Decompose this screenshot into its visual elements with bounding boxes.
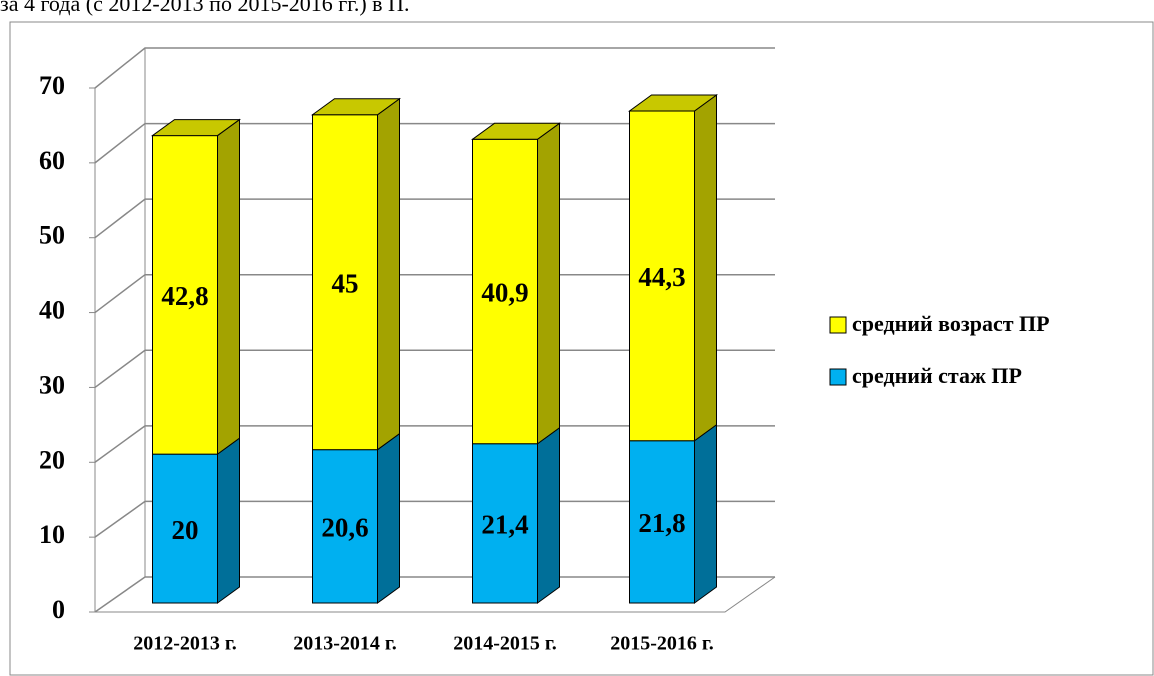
bar-top xyxy=(310,98,402,116)
bar-side xyxy=(537,122,560,445)
value-label: 20 xyxy=(172,515,199,545)
bar-side xyxy=(217,437,240,604)
x-tick-label: 2012-2013 г. xyxy=(133,633,237,655)
grid-line xyxy=(94,349,775,389)
grid-line xyxy=(94,425,775,463)
y-tick-label: 40 xyxy=(39,296,65,325)
grid-line xyxy=(94,576,775,613)
grid-line xyxy=(94,47,775,89)
bar-side xyxy=(377,432,400,604)
floor xyxy=(95,576,776,613)
value-label: 21,4 xyxy=(481,510,528,540)
grid-line xyxy=(94,273,775,314)
bar-side xyxy=(217,118,240,456)
y-tick-label: 60 xyxy=(39,146,65,175)
value-label: 40,9 xyxy=(481,278,528,308)
caption: за 4 года (с 2012-2013 по 2015-2016 гг.)… xyxy=(0,0,409,16)
bar xyxy=(629,110,695,442)
value-label: 20,6 xyxy=(321,513,368,543)
bar xyxy=(312,449,378,604)
x-tick-label: 2013-2014 г. xyxy=(293,633,397,655)
y-tick-label: 20 xyxy=(39,445,65,474)
bar-side xyxy=(537,426,560,604)
y-tick-label: 0 xyxy=(52,595,65,624)
y-tick-label: 30 xyxy=(39,370,65,399)
bar-top xyxy=(627,94,719,112)
bar-side xyxy=(377,97,400,451)
bar xyxy=(152,453,218,604)
grid-line xyxy=(94,500,775,538)
legend-swatch xyxy=(829,368,847,386)
x-tick-label: 2015-2016 г. xyxy=(610,633,714,655)
y-tick-label: 70 xyxy=(39,71,65,100)
x-tick-label: 2014-2015 г. xyxy=(453,633,557,655)
grid-line xyxy=(94,122,775,164)
value-label: 44,3 xyxy=(638,262,685,292)
bar xyxy=(629,440,695,604)
value-label: 45 xyxy=(332,268,359,298)
legend-swatch xyxy=(829,316,847,334)
bar xyxy=(472,138,538,445)
value-label: 42,8 xyxy=(161,281,208,311)
bar xyxy=(152,135,218,455)
bar-top xyxy=(470,122,562,140)
legend-label: средний стаж ПР xyxy=(852,363,1022,388)
bar xyxy=(472,443,538,604)
bar-side xyxy=(694,423,717,604)
bar-side xyxy=(694,94,717,442)
value-label: 21,8 xyxy=(638,508,685,538)
y-tick-label: 10 xyxy=(39,520,65,549)
bar-top xyxy=(150,119,242,137)
y-tick-label: 50 xyxy=(39,221,65,250)
legend-label: средний возраст ПР xyxy=(852,311,1050,336)
grid-line xyxy=(94,198,775,239)
chart-frame xyxy=(9,21,1154,676)
